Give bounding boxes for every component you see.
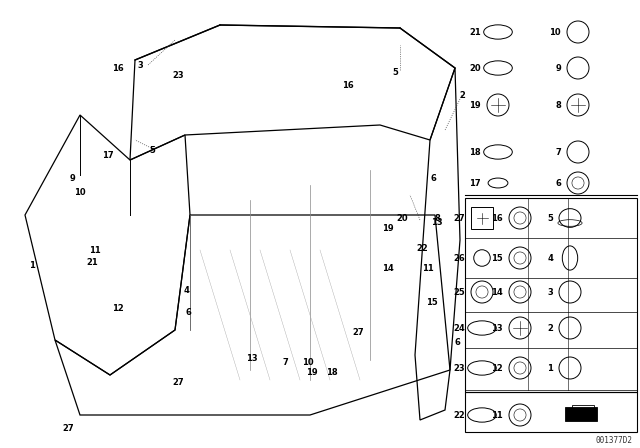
Text: 26: 26 <box>453 254 465 263</box>
Text: 6: 6 <box>454 337 460 346</box>
Text: 12: 12 <box>112 303 124 313</box>
Text: 19: 19 <box>382 224 394 233</box>
Text: 6: 6 <box>556 178 561 188</box>
Text: 11: 11 <box>492 410 503 419</box>
Text: 15: 15 <box>426 297 438 306</box>
Text: 001377D2: 001377D2 <box>595 436 632 445</box>
Text: 18: 18 <box>470 147 481 156</box>
Text: 1: 1 <box>547 363 553 372</box>
Text: 24: 24 <box>453 323 465 332</box>
Bar <box>465 198 637 392</box>
Text: 11: 11 <box>422 263 434 272</box>
Text: 2: 2 <box>547 323 553 332</box>
Text: 17: 17 <box>470 178 481 188</box>
Text: 17: 17 <box>102 151 114 159</box>
Text: 2: 2 <box>459 90 465 99</box>
Text: 3: 3 <box>137 60 143 69</box>
Text: 18: 18 <box>326 367 338 376</box>
Text: 6: 6 <box>185 307 191 316</box>
Text: 27: 27 <box>62 423 74 432</box>
Text: 3: 3 <box>547 288 553 297</box>
Text: 23: 23 <box>172 70 184 79</box>
Text: 23: 23 <box>454 363 465 372</box>
Text: 27: 27 <box>454 214 465 223</box>
Text: 6: 6 <box>430 173 436 182</box>
Text: 13: 13 <box>246 353 258 362</box>
Text: 25: 25 <box>453 288 465 297</box>
Text: 7: 7 <box>556 147 561 156</box>
Bar <box>565 407 597 421</box>
Text: 11: 11 <box>89 246 101 254</box>
Text: 10: 10 <box>550 27 561 36</box>
Text: 7: 7 <box>282 358 288 366</box>
Text: 8: 8 <box>434 214 440 223</box>
Text: 10: 10 <box>302 358 314 366</box>
Bar <box>471 207 493 229</box>
Text: 21: 21 <box>86 258 98 267</box>
Text: 5: 5 <box>149 146 155 155</box>
Bar <box>572 405 594 413</box>
Text: 27: 27 <box>352 327 364 336</box>
Text: 27: 27 <box>172 378 184 387</box>
Text: 9: 9 <box>69 173 75 182</box>
Text: 5: 5 <box>392 68 398 77</box>
Text: 19: 19 <box>306 367 318 376</box>
Text: 22: 22 <box>453 410 465 419</box>
Text: 22: 22 <box>416 244 428 253</box>
Text: 14: 14 <box>382 263 394 272</box>
Text: 16: 16 <box>342 81 354 90</box>
Text: 9: 9 <box>556 64 561 73</box>
Text: 20: 20 <box>396 214 408 223</box>
Text: 13: 13 <box>492 323 503 332</box>
Text: 14: 14 <box>492 288 503 297</box>
Text: 16: 16 <box>492 214 503 223</box>
Text: 10: 10 <box>74 188 86 197</box>
Text: 13: 13 <box>431 217 443 227</box>
Text: 15: 15 <box>492 254 503 263</box>
Text: 1: 1 <box>29 260 35 270</box>
Text: 8: 8 <box>556 100 561 109</box>
Text: 19: 19 <box>470 100 481 109</box>
Text: 4: 4 <box>547 254 553 263</box>
Text: 16: 16 <box>112 64 124 73</box>
Text: 21: 21 <box>469 27 481 36</box>
Text: 5: 5 <box>547 214 553 223</box>
Text: 4: 4 <box>184 285 190 294</box>
Text: 12: 12 <box>492 363 503 372</box>
Bar <box>465 392 637 432</box>
Text: 20: 20 <box>470 64 481 73</box>
